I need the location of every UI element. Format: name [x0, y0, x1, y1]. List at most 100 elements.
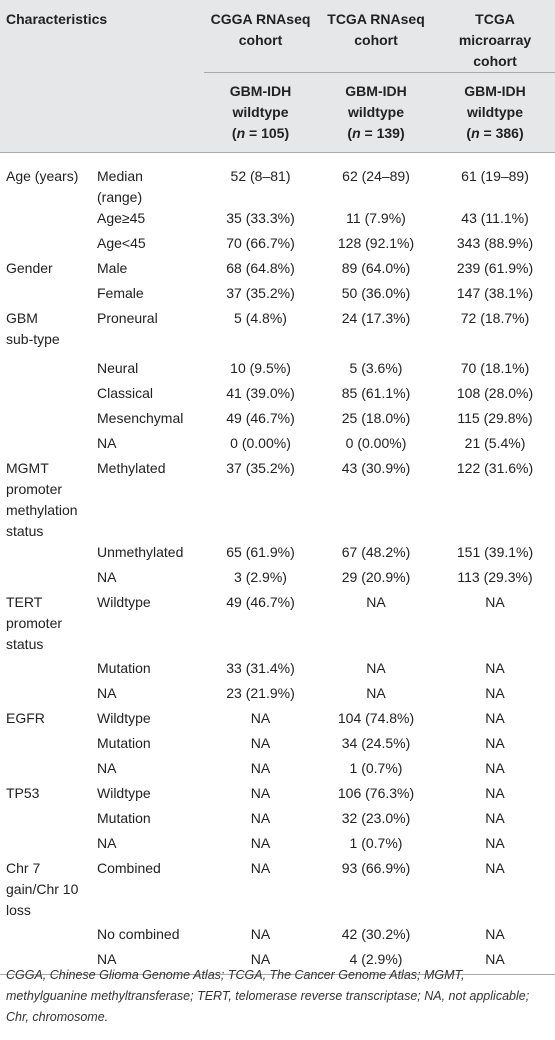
value-cell: 23 (21.9%)	[226, 685, 295, 701]
value-cell: 5 (4.8%)	[234, 310, 287, 326]
subheader-tcga-rnaseq: GBM-IDH wildtype (n = 139)	[317, 72, 436, 153]
subheader-line: wildtype	[232, 104, 289, 120]
table-row: NA NA 1 (0.7%) NA	[0, 833, 555, 858]
cohort-title-line: cohort	[473, 53, 517, 69]
value-cell: 343 (88.9%)	[456, 235, 534, 251]
value-cell: NA	[250, 810, 271, 826]
value-cell: 0 (0.00%)	[345, 435, 407, 451]
value-cell: 89 (64.0%)	[341, 260, 411, 276]
subcategory-cell: NA	[93, 949, 205, 975]
value-cell: NA	[485, 594, 505, 610]
characteristic-cell	[0, 567, 93, 592]
subcategory-line: Age≥45	[97, 210, 146, 226]
subcategory-cell: Unmethylated	[93, 542, 204, 567]
subcategory-line: NA	[97, 685, 117, 701]
characteristic-cell: Age (years)	[0, 152, 93, 208]
value-cell: 62 (24–89)	[317, 152, 436, 208]
cohort-title-line: TCGA	[475, 11, 515, 27]
characteristic-cell	[0, 433, 93, 458]
subcategory-line: NA	[97, 951, 117, 967]
value-cell: NA	[485, 810, 505, 826]
characteristic-line: TP53	[6, 785, 40, 801]
subcategory-cell: Classical	[93, 383, 204, 408]
subcategory-cell: Wildtype	[93, 592, 204, 658]
value-cell: 108 (28.0%)	[456, 385, 534, 401]
value-cell: NA	[485, 660, 505, 676]
value-cell: NA	[250, 760, 271, 776]
characteristic-cell	[0, 733, 93, 758]
value-cell: 34 (24.5%)	[341, 735, 411, 751]
subcategory-cell: Mutation	[93, 658, 204, 683]
subcategory-line: No combined	[97, 926, 180, 942]
value-cell: 93 (66.9%)	[341, 860, 411, 876]
subcategory-line: Neural	[97, 360, 139, 376]
characteristic-cell: Chr 7 gain/Chr 10 loss	[0, 858, 93, 924]
characteristic-line: loss	[6, 902, 31, 918]
subcategory-line: Mutation	[97, 735, 151, 751]
characteristic-cell	[0, 208, 93, 233]
value-cell: 1 (0.7%)	[349, 835, 403, 851]
characteristic-line: promoter	[6, 481, 63, 497]
subcategory-line: NA	[97, 435, 117, 451]
characteristic-line: EGFR	[6, 710, 45, 726]
value-cell: 42 (30.2%)	[341, 926, 411, 942]
subcategory-cell: Combined	[93, 858, 204, 924]
value-cell: NA	[485, 710, 505, 726]
value-cell: 72 (18.7%)	[460, 310, 530, 326]
table-row: TERT promoter status Wildtype 49 (46.7%) NA NA	[0, 592, 555, 658]
characteristic-cell	[0, 924, 93, 949]
value-cell: NA	[250, 735, 271, 751]
table-row: Mutation NA 34 (24.5%) NA	[0, 733, 555, 758]
value-cell: 70 (18.1%)	[460, 360, 530, 376]
characteristic-line: sub-type	[6, 331, 60, 347]
characteristic-line: methylation	[6, 502, 78, 518]
subheader-cgga-rnaseq: GBM-IDH wildtype (n = 105)	[204, 72, 318, 153]
subcategory-line: Unmethylated	[97, 544, 184, 560]
value-cell: NA	[435, 949, 555, 975]
subheader-n: (n = 105)	[231, 125, 290, 141]
value-cell: NA	[485, 760, 505, 776]
subcategory-line: Age<45	[97, 235, 146, 251]
subcategory-cell: Mutation	[93, 808, 204, 833]
characteristic-cell: MGMT promoter methylation status	[0, 458, 93, 542]
value-cell: NA	[204, 949, 318, 975]
value-cell: NA	[485, 785, 505, 801]
value-cell: 147 (38.1%)	[456, 285, 534, 301]
value-cell: NA	[485, 860, 505, 876]
subcategory-cell: NA	[93, 433, 204, 458]
subcategory-line: NA	[97, 835, 117, 851]
value-cell: 52 (8–81)	[204, 152, 318, 208]
characteristic-cell	[0, 683, 93, 708]
characteristic-line: GBM	[6, 310, 38, 326]
subheader-tcga-microarray: GBM-IDH wildtype (n = 386)	[435, 72, 555, 153]
value-cell: 43 (11.1%)	[461, 210, 529, 226]
subheader-line: GBM-IDH	[464, 83, 526, 99]
value-cell: 128 (92.1%)	[337, 235, 415, 251]
table-row: NA NA 1 (0.7%) NA	[0, 758, 555, 783]
value-cell: 104 (74.8%)	[337, 710, 415, 726]
value-cell: NA	[485, 835, 505, 851]
subheader-n: (n = 386)	[466, 125, 524, 141]
table-row: NA 0 (0.00%) 0 (0.00%) 21 (5.4%)	[0, 433, 555, 458]
subcategory-cell: Methylated	[93, 458, 204, 542]
value-cell: 10 (9.5%)	[230, 360, 291, 376]
subcategory-cell: NA	[93, 833, 204, 858]
value-cell: 49 (46.7%)	[226, 594, 295, 610]
value-cell: 33 (31.4%)	[226, 660, 295, 676]
subcategory-cell: NA	[93, 683, 204, 708]
value-cell: 32 (23.0%)	[341, 810, 411, 826]
value-cell: 106 (76.3%)	[337, 785, 415, 801]
characteristic-line: TERT	[6, 594, 43, 610]
characteristic-line: promoter	[6, 615, 63, 631]
table-row: Mutation 33 (31.4%) NA NA	[0, 658, 555, 683]
subheader-line: wildtype	[348, 104, 405, 120]
table-row: Mutation NA 32 (23.0%) NA	[0, 808, 555, 833]
subcategory-line: Wildtype	[97, 594, 151, 610]
characteristic-line: Age (years)	[6, 168, 79, 184]
characteristic-cell	[0, 949, 93, 975]
characteristic-cell: TERT promoter status	[0, 592, 93, 658]
subcategory-cell: Male	[93, 258, 204, 283]
characteristic-cell: GBM sub-type	[0, 308, 93, 358]
value-cell: NA	[366, 685, 386, 701]
